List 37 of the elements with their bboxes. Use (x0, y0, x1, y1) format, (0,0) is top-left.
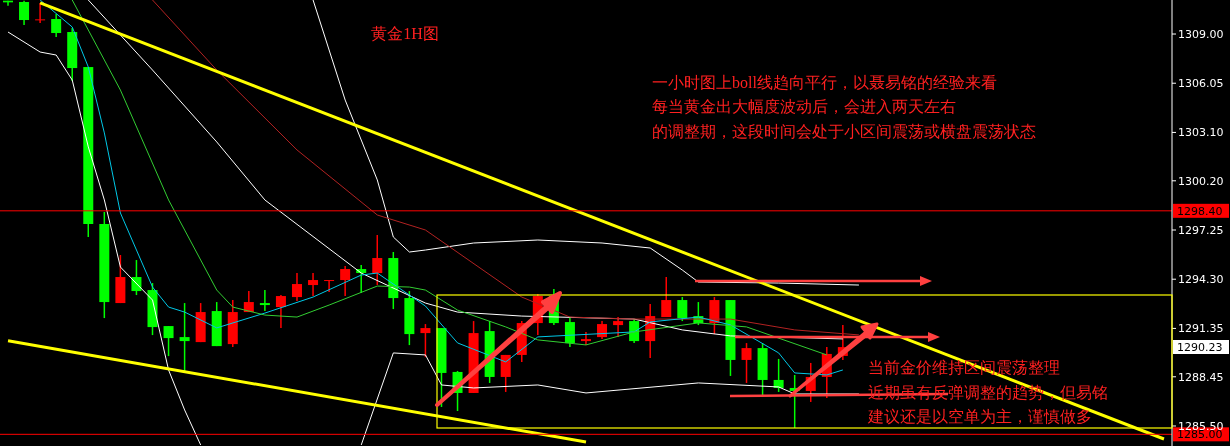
candlestick (741, 342, 752, 384)
y-tick-label: 1297.25 (1178, 223, 1224, 237)
candlestick (613, 316, 624, 338)
annotation: 每当黄金出大幅度波动后，会进入两天左右 (652, 98, 956, 115)
candlestick (340, 265, 351, 297)
annotation: 建议还是以空单为主，谨慎做多 (867, 408, 1092, 425)
y-tick-label: 1309.00 (1178, 27, 1224, 41)
candlestick (179, 302, 190, 373)
y-tick-label: 1300.20 (1178, 174, 1224, 188)
candlestick (308, 272, 319, 297)
candlestick (163, 325, 174, 357)
annotation: 的调整期，这段时间会处于小区间震荡或横盘震荡状态 (652, 123, 1036, 140)
candlestick (275, 294, 286, 329)
candlestick (661, 276, 672, 318)
text: 黄金1H图 (371, 25, 439, 42)
candlestick (51, 13, 62, 38)
candlestick (19, 0, 30, 26)
candlestick (677, 296, 688, 322)
candlestick (291, 272, 302, 302)
candlestick (372, 234, 383, 286)
y-tick-label: 1303.10 (1178, 126, 1224, 140)
y-tick-label: 1306.05 (1178, 77, 1224, 91)
candlestick (580, 331, 591, 346)
candlestick (420, 323, 431, 358)
y-tick-label: 1288.45 (1178, 370, 1224, 384)
candlestick (500, 354, 511, 393)
candlestick (35, 2, 46, 24)
ref-line-label: 1298.40 (1177, 204, 1223, 218)
text: 1290.23 (1177, 341, 1223, 354)
line-series (7, 31, 202, 446)
line-series (360, 352, 860, 446)
candlestick (324, 279, 335, 293)
y-tick-label: 1291.35 (1178, 322, 1224, 336)
y-tick-label: 1294.30 (1178, 273, 1224, 287)
annotation: 一小时图上boll线趋向平行，以聂易铭的经验来看 (652, 74, 997, 91)
candlestick (564, 316, 575, 348)
candlestick (259, 289, 270, 312)
